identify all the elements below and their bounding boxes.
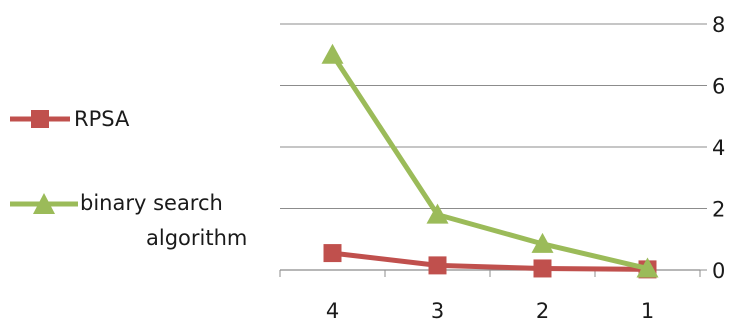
data-point-rpsa [428,256,447,275]
data-point-binary-search-algorithm [321,43,344,64]
series-line-binary-search-algorithm [330,53,649,271]
legend-label-binary-search-line1: binary search [80,191,223,215]
y-tick-label: 6 [712,75,725,99]
series-layer [321,43,659,279]
y-tick-label: 0 [712,259,725,283]
data-point-rpsa [323,244,342,263]
legend: RPSA binary search algorithm [0,0,260,326]
tick-labels: 0 2 4 6 8 4 3 2 1 [326,13,726,323]
x-tick-label: 4 [326,299,339,323]
binary-search-legend-marker [10,193,78,214]
y-tick-label: 8 [712,13,725,37]
x-tick-label: 2 [536,299,549,323]
data-point-rpsa [533,259,552,278]
data-point-binary-search-algorithm [636,257,659,278]
series-line-rpsa [332,250,648,272]
legend-label-rpsa: RPSA [74,107,130,131]
data-point-binary-search-algorithm [531,232,554,253]
rpsa-legend-marker [10,110,70,128]
y-tick-label: 2 [712,198,725,222]
x-tick-label: 3 [431,299,444,323]
x-tick-label: 1 [641,299,654,323]
y-tick-label: 4 [712,136,725,160]
legend-label-binary-search-line2: algorithm [146,226,248,250]
gridlines [280,23,707,271]
data-point-binary-search-algorithm [426,203,449,224]
